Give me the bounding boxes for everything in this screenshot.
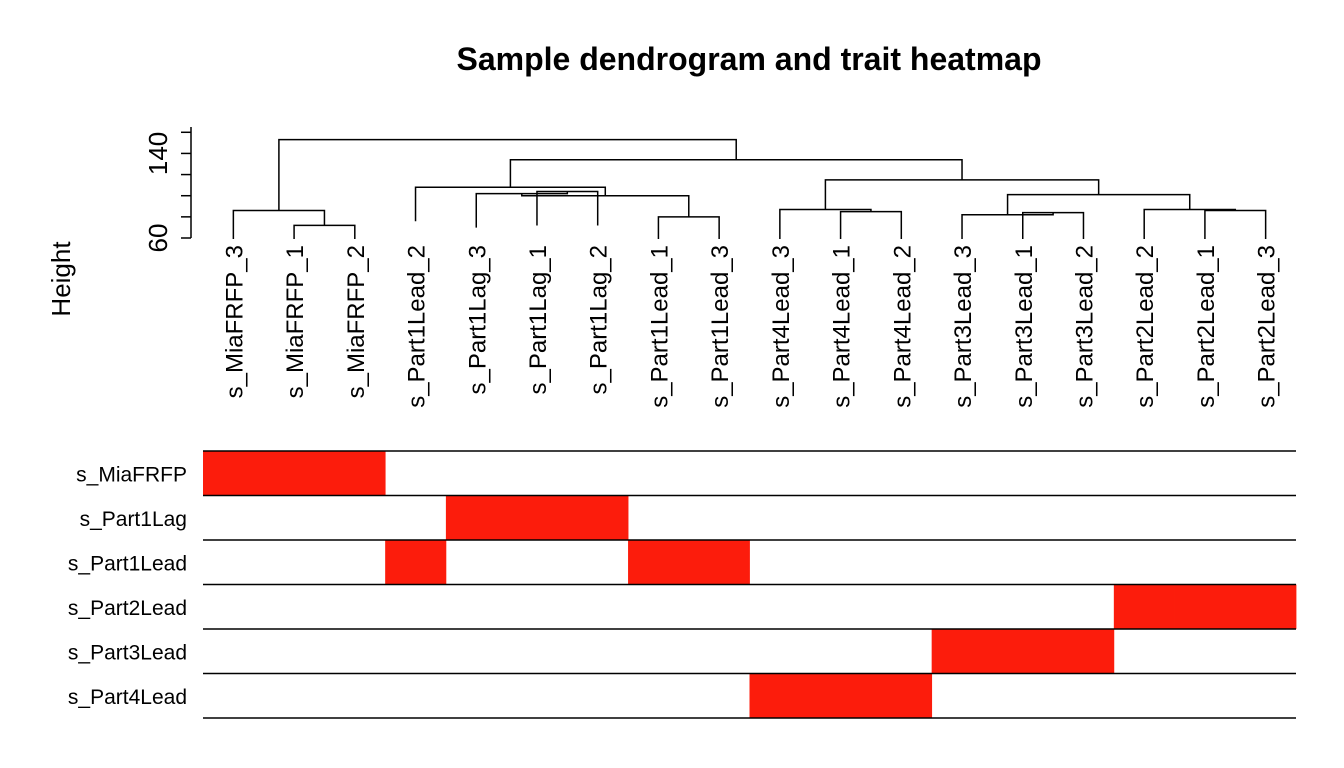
sample-label: s_MiaFRFP_2 <box>343 245 370 398</box>
heatmap-cell <box>870 673 933 718</box>
y-tick-label: 140 <box>143 132 173 175</box>
sample-label: s_Part1Lead_1 <box>646 245 673 408</box>
y-tick-label: 60 <box>143 224 173 253</box>
sample-label: s_MiaFRFP_3 <box>221 245 248 398</box>
heatmap-cell <box>324 451 386 496</box>
heatmap-cell <box>385 540 447 585</box>
y-axis-label: Height <box>46 241 76 317</box>
dendrogram-branch <box>1143 208 1237 239</box>
dendrogram-branch <box>536 190 599 226</box>
dendrogram-branch <box>961 212 1054 239</box>
sample-label: s_Part1Lag_3 <box>464 245 491 394</box>
trait-heatmap <box>203 450 1297 719</box>
sample-label: s_Part4Lead_2 <box>889 245 916 408</box>
dendrogram-branch <box>414 186 607 222</box>
sample-label: s_Part4Lead_3 <box>768 245 795 408</box>
sample-label: s_Part1Lead_2 <box>404 245 431 408</box>
heatmap-cell <box>931 629 993 674</box>
dendrogram-branch <box>509 159 963 188</box>
sample-label: s_Part1Lead_3 <box>707 245 734 408</box>
sample-label: s_Part4Lead_1 <box>829 245 856 408</box>
heatmap-cell <box>1113 584 1175 629</box>
dendrogram-branch <box>1204 209 1267 239</box>
heatmap-cell <box>749 673 811 718</box>
chart-title: Sample dendrogram and trait heatmap <box>456 41 1041 77</box>
trait-label: s_MiaFRFP <box>76 463 187 486</box>
heatmap-cell <box>263 451 325 496</box>
dendrogram <box>232 138 1267 239</box>
dendrogram-branch <box>293 224 356 239</box>
dendrogram-branch <box>839 210 903 239</box>
heatmap-cell <box>992 629 1054 674</box>
dendrogram-branch <box>779 208 872 239</box>
heatmap-cell <box>1235 584 1297 629</box>
sample-label: s_Part1Lag_2 <box>586 245 613 394</box>
heatmap-cell <box>506 495 568 540</box>
sample-label: s_Part2Lead_3 <box>1254 245 1281 408</box>
dendrogram-branch <box>1022 211 1085 239</box>
trait-label: s_Part1Lag <box>80 508 187 531</box>
heatmap-cell <box>628 540 690 585</box>
trait-label: s_Part2Lead <box>68 597 187 620</box>
heatmap-cell <box>1174 584 1236 629</box>
y-axis: 60 140 <box>143 127 192 253</box>
sample-label: s_MiaFRFP_1 <box>282 245 309 398</box>
dendrogram-branch <box>657 216 720 239</box>
heatmap-cell <box>810 673 872 718</box>
trait-label: s_Part4Lead <box>68 686 187 709</box>
sample-labels: s_MiaFRFP_3 s_MiaFRFP_1 s_MiaFRFP_2 s_Part1… <box>221 245 1280 408</box>
heatmap-cell <box>203 451 265 496</box>
sample-label: s_Part1Lag_1 <box>525 245 552 394</box>
dendrogram-branch <box>521 193 690 217</box>
trait-labels: s_MiaFRFP s_Part1Lag s_Part1Lead s_Part2Lea… <box>68 463 187 709</box>
trait-label: s_Part1Lead <box>68 552 187 575</box>
sample-label: s_Part2Lead_2 <box>1132 245 1159 408</box>
heatmap-cell <box>445 495 508 540</box>
dendrogram-branch <box>475 191 569 228</box>
heatmap-cell <box>688 540 750 585</box>
sample-label: s_Part3Lead_3 <box>950 245 977 408</box>
dendrogram-branch <box>1006 193 1191 215</box>
heatmap-cell <box>567 495 629 540</box>
trait-label: s_Part3Lead <box>68 641 187 664</box>
heatmap-cell <box>1053 629 1115 674</box>
sample-label: s_Part2Lead_1 <box>1193 245 1220 408</box>
sample-label: s_Part3Lead_1 <box>1011 245 1038 408</box>
dendrogram-branch <box>278 138 737 211</box>
sample-label: s_Part3Lead_2 <box>1071 245 1098 408</box>
